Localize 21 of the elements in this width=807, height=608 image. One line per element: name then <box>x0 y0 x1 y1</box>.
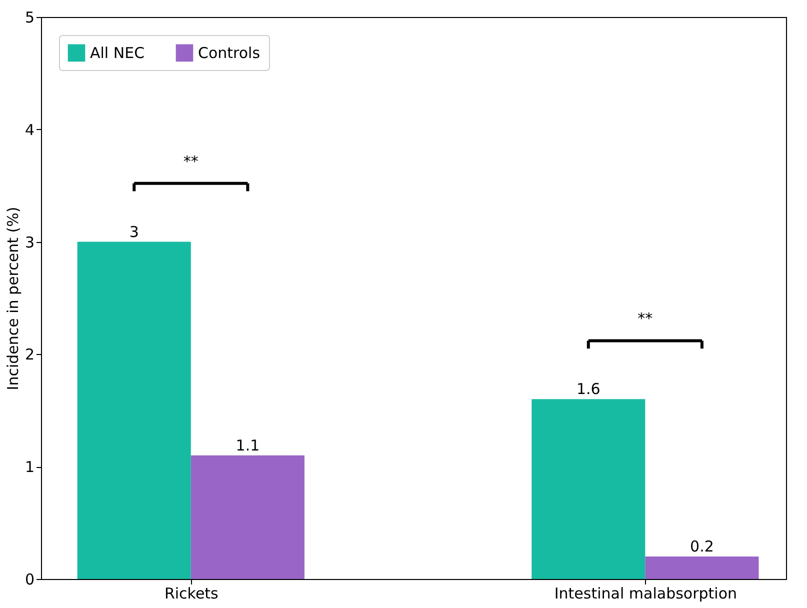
y-tick-label: 5 <box>24 8 34 26</box>
legend-label: Controls <box>198 44 260 62</box>
bar <box>77 242 191 579</box>
y-tick-label: 2 <box>24 346 34 364</box>
bar <box>645 556 759 579</box>
x-tick-label: Rickets <box>164 584 219 602</box>
y-tick-label: 0 <box>24 570 34 588</box>
data-label: 1.1 <box>236 436 260 454</box>
data-label: 0.2 <box>690 538 714 556</box>
y-axis-title: Incidence in percent (%) <box>4 206 22 390</box>
y-tick-label: 1 <box>24 458 34 476</box>
y-tick-label: 3 <box>24 233 34 252</box>
data-label: 1.6 <box>576 380 600 398</box>
bar <box>190 455 304 579</box>
annotation: ** <box>638 310 654 328</box>
legend-label: All NEC <box>90 44 145 62</box>
x-tick-label: Intestinal malabsorption <box>554 584 737 602</box>
annotation: ** <box>183 152 199 170</box>
y-tick-label: 4 <box>24 120 34 139</box>
data-label: 3 <box>129 222 139 241</box>
bar <box>532 399 646 579</box>
